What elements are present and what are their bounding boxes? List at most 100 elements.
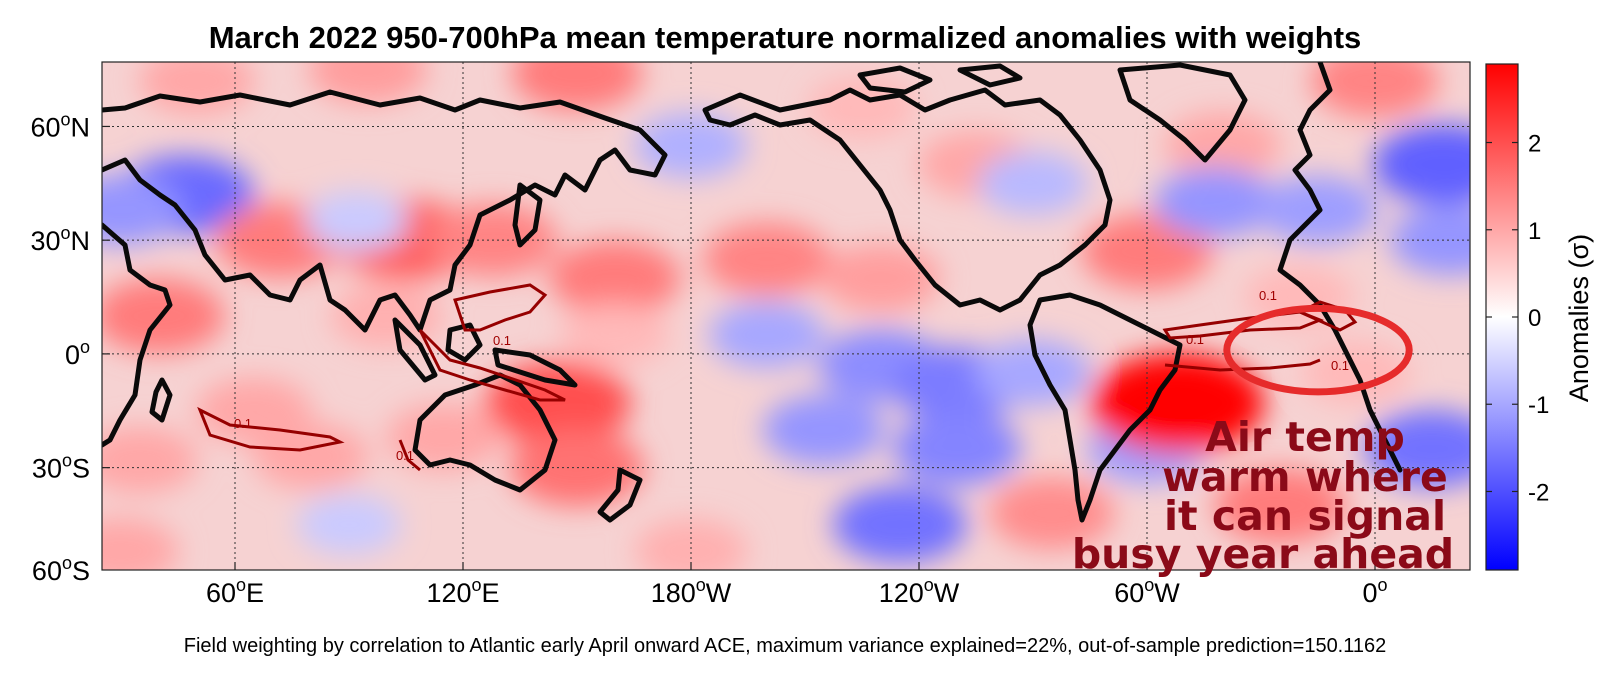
colorbar-tick-label: -2	[1528, 479, 1549, 506]
coastline-south-america	[1027, 292, 1183, 523]
anomaly-cell	[304, 191, 409, 252]
contour-west-pacific	[453, 283, 548, 332]
contour-label: 0.1	[396, 448, 414, 463]
anomaly-cell	[102, 174, 182, 245]
anomaly-cell	[1081, 213, 1213, 290]
x-tick-label: 120oW	[879, 575, 960, 608]
anomaly-cell	[549, 240, 681, 316]
contour-label: 0.1	[1186, 332, 1204, 347]
x-tick-degree-sign: o	[696, 575, 706, 595]
y-tick-degrees: 30	[30, 226, 60, 256]
coastline-americas	[702, 87, 1113, 313]
y-tick-hemisphere: N	[71, 112, 91, 142]
anomaly-cell	[892, 411, 1022, 486]
y-tick-hemisphere: N	[71, 226, 91, 256]
y-tick-degree-sign: o	[60, 109, 70, 129]
coastline-japan	[512, 182, 543, 248]
anomaly-cell	[102, 426, 198, 494]
x-tick-degree-sign: o	[1144, 575, 1154, 595]
colorbar-tick-label: 2	[1528, 131, 1541, 158]
colorbar-ticks: -2 -1 0 1 2	[1486, 131, 1549, 506]
y-tick-degree-sign: o	[60, 223, 70, 243]
contour-label: 0.1	[1259, 288, 1277, 303]
coastline-australia	[412, 372, 558, 493]
anomaly-cell	[386, 404, 502, 471]
colorbar-tick-label: -1	[1528, 392, 1549, 419]
y-tick-hemisphere: S	[72, 556, 90, 586]
x-tick-degree-sign: o	[236, 575, 246, 595]
contour-label: 0.1	[493, 333, 511, 348]
contour-mdr-north	[1162, 310, 1325, 340]
contour-labels: 0.1 0.1 0.1 0.1 0.1 0.1	[234, 288, 1349, 463]
contour-australia-north	[418, 328, 566, 402]
anomaly-cell	[139, 62, 255, 115]
y-tick-degrees: 0	[65, 340, 80, 370]
footnote: Field weighting by correlation to Atlant…	[184, 635, 1387, 657]
anomaly-cell	[975, 339, 1091, 407]
x-tick-degrees: 60	[1114, 578, 1144, 608]
annotation: Air temp warm where it can signal busy y…	[1072, 304, 1454, 578]
x-tick-degrees: 120	[426, 578, 471, 608]
coastline-sumatra	[392, 317, 438, 383]
x-axis: 60oE 120oE 180oW 120oW 60oW 0o	[206, 562, 1388, 608]
coastline-new-guinea	[492, 347, 578, 388]
anomaly-cell	[763, 394, 885, 465]
annotation-line-1: Air temp	[1205, 413, 1405, 461]
x-tick-degrees: 180	[651, 578, 696, 608]
coastline-arctic-islands	[857, 63, 1023, 95]
coastline-new-zealand	[597, 467, 643, 523]
contour-south-africa	[398, 439, 421, 472]
x-tick-degrees: 60	[206, 578, 236, 608]
x-tick-degree-sign: o	[1378, 575, 1388, 595]
coastline-madagascar	[149, 377, 173, 423]
anomaly-cell	[1373, 124, 1470, 205]
contour-label: 0.1	[234, 416, 252, 431]
anomaly-cell	[297, 494, 401, 555]
contour-label: 0.1	[1331, 358, 1349, 373]
y-tick-label: 30oS	[32, 451, 90, 484]
x-tick-label: 60oW	[1114, 575, 1180, 608]
x-tick-label: 120oE	[426, 575, 499, 608]
anomaly-cell	[511, 62, 643, 112]
anomaly-cell	[1310, 62, 1440, 118]
x-tick-hemisphere: W	[1154, 578, 1180, 608]
x-tick-label: 0o	[1362, 575, 1387, 608]
coastline-greenland	[1117, 62, 1248, 163]
y-tick-label: 0o	[65, 337, 90, 370]
weight-contours	[197, 283, 1358, 472]
y-tick-hemisphere: S	[72, 454, 90, 484]
plot-frame	[101, 61, 1471, 571]
anomaly-cell	[1390, 205, 1470, 276]
anomaly-cell	[978, 151, 1088, 215]
colorbar-label: Anomalies (σ)	[1564, 234, 1594, 402]
y-tick-degrees: 60	[32, 556, 62, 586]
annotation-line-3: it can signal	[1164, 492, 1446, 540]
colorbar: -2 -1 0 1 2 Anomalies (σ)	[1485, 63, 1594, 571]
chart-title: March 2022 950-700hPa mean temperature n…	[209, 20, 1362, 55]
coastline-borneo	[445, 322, 483, 363]
contour-mdr-south	[1164, 358, 1321, 372]
y-tick-label: 60oS	[32, 553, 90, 586]
x-tick-degree-sign: o	[924, 575, 934, 595]
anomaly-cell	[821, 243, 941, 313]
annotation-line-4: busy year ahead	[1072, 530, 1454, 578]
x-tick-hemisphere: W	[706, 578, 732, 608]
anomaly-cell	[1165, 112, 1281, 179]
coastlines	[102, 62, 1403, 523]
plot-area: 0.1 0.1 0.1 0.1 0.1 0.1	[102, 62, 1470, 570]
x-tick-degrees: 120	[879, 578, 924, 608]
x-tick-label: 60oE	[206, 575, 264, 608]
contour-south-indian	[197, 406, 345, 452]
anomaly-cell	[634, 518, 748, 570]
annotation-line-2: warm where	[1162, 453, 1448, 501]
anomaly-cell	[253, 422, 369, 490]
anomaly-cell	[330, 283, 444, 349]
contour-mdr-small	[1296, 300, 1358, 332]
colorbar-tick-label: 1	[1528, 218, 1541, 245]
y-tick-degree-sign: o	[80, 337, 90, 357]
y-tick-degrees: 60	[30, 112, 60, 142]
anomaly-cell	[560, 303, 670, 367]
anomaly-cell	[709, 301, 825, 369]
coastline-africa	[102, 222, 173, 448]
